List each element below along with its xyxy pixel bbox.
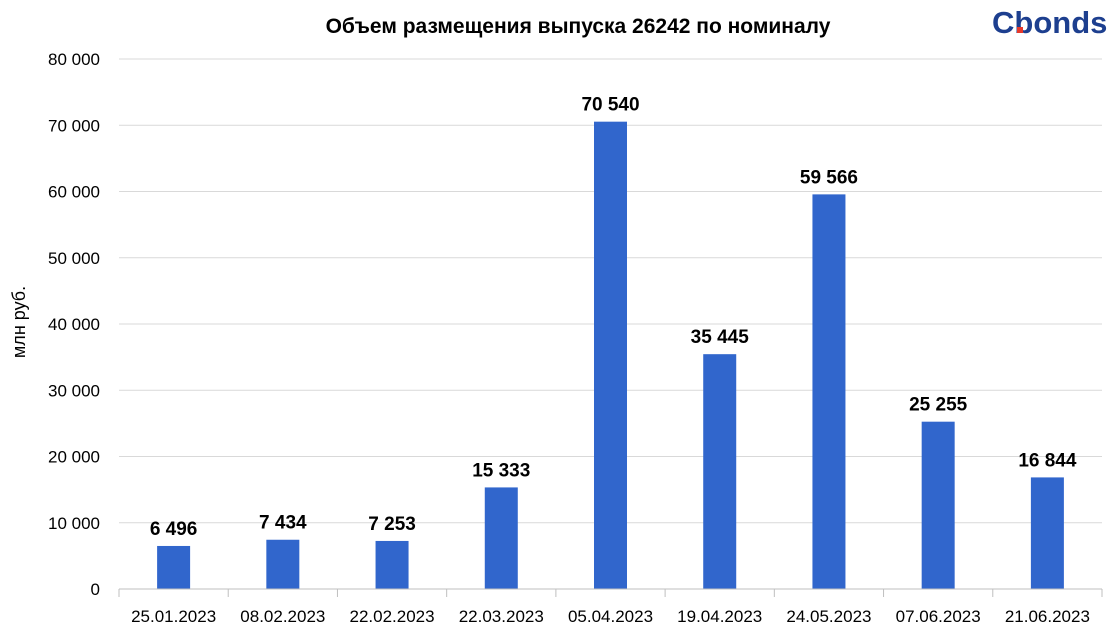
- cbonds-logo: Cbonds: [992, 5, 1107, 40]
- bar: [375, 540, 409, 589]
- bar: [157, 545, 191, 589]
- y-tick-label: 0: [91, 580, 100, 599]
- x-tick-label: 25.01.2023: [131, 607, 216, 626]
- x-tick-label: 07.06.2023: [896, 607, 981, 626]
- logo-first-letter: C: [992, 5, 1014, 40]
- data-label: 25 255: [909, 395, 968, 416]
- x-tick-label: 08.02.2023: [240, 607, 325, 626]
- y-tick-label: 40 000: [48, 315, 100, 334]
- data-label: 16 844: [1018, 450, 1077, 471]
- data-label: 7 434: [259, 513, 307, 534]
- x-tick-label: 05.04.2023: [568, 607, 653, 626]
- x-tick-label: 24.05.2023: [786, 607, 871, 626]
- data-label: 6 496: [150, 519, 198, 540]
- y-tick-label: 70 000: [48, 116, 100, 135]
- y-tick-label: 30 000: [48, 381, 100, 400]
- y-tick-label: 80 000: [48, 50, 100, 69]
- data-label: 7 253: [368, 514, 416, 535]
- logo-accent-mark: [1017, 27, 1023, 33]
- logo-rest: bonds: [1014, 5, 1107, 40]
- y-tick-label: 20 000: [48, 448, 100, 467]
- chart-title: Объем размещения выпуска 26242 по номина…: [326, 15, 831, 38]
- bar: [594, 121, 627, 590]
- data-label: 15 333: [472, 460, 530, 481]
- y-tick-label: 10 000: [48, 514, 100, 533]
- x-tick-label: 19.04.2023: [677, 607, 762, 626]
- y-tick-label: 50 000: [48, 249, 100, 268]
- bar: [266, 539, 300, 589]
- data-labels: 6 496 7 434 7 253 15 333 70 540 35 445 59 566 2…: [150, 95, 1077, 540]
- data-label: 35 445: [691, 327, 750, 348]
- bars: [157, 121, 1064, 590]
- bar: [1030, 477, 1064, 589]
- logo-text: Cbonds: [992, 5, 1107, 40]
- y-axis-ticks: 0 10 000 20 000 30 000 40 000 50 000 60 000 70 …: [48, 50, 100, 599]
- y-axis-label: млн руб.: [9, 286, 29, 358]
- bar: [812, 194, 846, 589]
- bar: [921, 421, 955, 589]
- bar: [703, 354, 737, 589]
- x-tick-label: 22.02.2023: [350, 607, 435, 626]
- data-label: 59 566: [800, 167, 858, 188]
- data-label: 70 540: [581, 95, 639, 116]
- x-tick-label: 22.03.2023: [459, 607, 544, 626]
- x-tick-label: 21.06.2023: [1005, 607, 1090, 626]
- y-tick-label: 60 000: [48, 183, 100, 202]
- x-axis: 25.01.2023 08.02.2023 22.02.2023 22.03.2023…: [118, 588, 1103, 626]
- bar: [484, 487, 518, 589]
